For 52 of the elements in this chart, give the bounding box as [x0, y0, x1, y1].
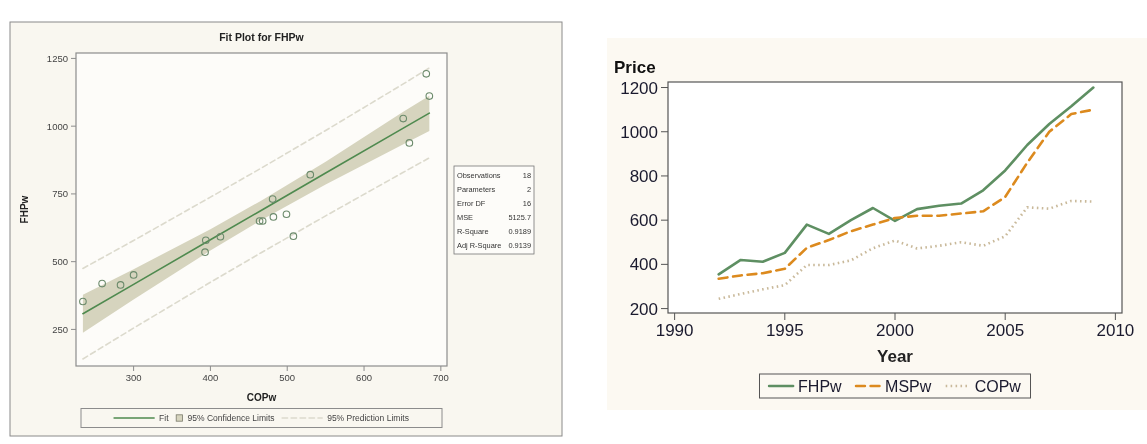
point: [282, 210, 291, 219]
x-tick-label: 1990: [655, 320, 694, 340]
y-tick-label: 1000: [46, 120, 68, 132]
y-tick-label: 500: [52, 256, 68, 268]
point: [306, 170, 315, 179]
legend-label: 95% Confidence Limits: [187, 413, 275, 424]
point: [201, 248, 209, 257]
y-tick-label: 1000: [620, 122, 658, 142]
point: [405, 139, 414, 147]
y-tick-label: 200: [629, 299, 658, 319]
point: [79, 297, 87, 306]
legend-label: COPw: [974, 377, 1022, 395]
chart-title: Fit Plot for FHPw: [219, 31, 305, 43]
point: [399, 114, 408, 123]
y-tick-label: 600: [629, 211, 658, 231]
y-tick-label: 1250: [46, 52, 68, 64]
line-series: [82, 157, 431, 360]
y-tick-label: 750: [52, 188, 68, 200]
x-tick-label: 300: [125, 372, 142, 384]
y-tick-label: 800: [629, 167, 658, 187]
x-tick-label: 2000: [876, 320, 914, 340]
point: [258, 217, 267, 225]
legend-label: MSPw: [885, 377, 932, 395]
point: [129, 271, 138, 279]
x-tick-label: 500: [279, 372, 296, 384]
legend-label: 95% Prediction Limits: [327, 413, 409, 424]
point: [425, 92, 434, 100]
point: [255, 217, 264, 225]
x-tick-label: 2010: [1096, 320, 1135, 340]
point: [116, 281, 125, 289]
y-tick-label: 1200: [620, 78, 658, 98]
x-tick-label: 2005: [986, 320, 1025, 340]
legend-label: Fit: [159, 413, 170, 424]
point: [269, 213, 278, 221]
point: [268, 195, 277, 203]
x-axis-title: Year: [877, 347, 914, 366]
y-tick-label: 400: [629, 255, 658, 275]
y-axis-title: Price: [614, 58, 656, 77]
y-axis-title: FHPw: [19, 195, 30, 224]
y-tick-label: 250: [52, 323, 68, 335]
point: [289, 232, 298, 241]
line-series: [82, 67, 431, 270]
x-tick-label: 400: [202, 372, 219, 384]
x-tick-label: 1995: [765, 320, 804, 340]
point: [216, 232, 225, 241]
point: [98, 279, 106, 288]
point: [201, 236, 210, 245]
x-axis-title: COPw: [246, 392, 277, 403]
x-tick-label: 700: [432, 372, 449, 384]
legend-label: FHPw: [798, 377, 843, 395]
point: [422, 70, 431, 78]
x-tick-label: 600: [356, 372, 372, 384]
